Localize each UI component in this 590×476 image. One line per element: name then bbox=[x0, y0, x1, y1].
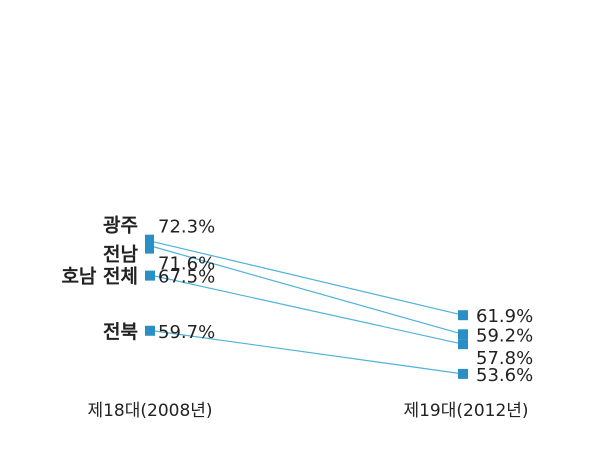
series-lines bbox=[152, 241, 464, 375]
series-jeonnam-value-2008: 71.6% bbox=[158, 254, 215, 275]
series-jeonbuk-value-2008: 59.7% bbox=[158, 322, 215, 343]
series-gwangju-name: 광주 bbox=[103, 215, 138, 237]
series-jeonbuk-marker-2008 bbox=[145, 325, 155, 336]
series-gwangju-value-2012: 61.9% bbox=[476, 306, 533, 327]
marker-gwangju-jeonnam-2008 bbox=[145, 234, 154, 254]
series-honam-total-value-2012: 57.8% bbox=[476, 348, 533, 369]
series-jeonnam-value-2012: 59.2% bbox=[476, 325, 533, 346]
series-jeonnam-line bbox=[152, 246, 464, 335]
series-gwangju-line bbox=[152, 241, 464, 316]
category-label-2008: 제18대(2008년) bbox=[87, 401, 212, 421]
series-gwangju-marker-2012 bbox=[458, 310, 468, 321]
series-honam-total-line bbox=[152, 275, 464, 345]
series-honam-total-name: 호남 전체 bbox=[61, 266, 138, 288]
series-jeonbuk-value-2012: 53.6% bbox=[476, 365, 533, 386]
series-jeonbuk-marker-2012 bbox=[458, 368, 468, 379]
series-jeonbuk-name: 전북 bbox=[103, 321, 138, 343]
series-jeonbuk-line bbox=[152, 330, 464, 375]
series-honam-total-marker-2012 bbox=[458, 339, 468, 350]
series-jeonnam-marker-2012 bbox=[458, 329, 468, 340]
category-label-2012: 제19대(2012년) bbox=[403, 401, 528, 421]
series-jeonnam-name: 전남 bbox=[103, 244, 138, 266]
value-labels: 광주 72.3% 61.9% 전남 71.6% 59.2% 호남 전체 67.5% 57.8% 전… bbox=[61, 215, 533, 386]
series-gwangju-value-2008: 72.3% bbox=[158, 217, 215, 238]
series-honam-total-marker-2008 bbox=[145, 270, 155, 281]
series-markers bbox=[145, 234, 468, 379]
series-honam-total-value-2008: 67.5% bbox=[158, 267, 215, 288]
